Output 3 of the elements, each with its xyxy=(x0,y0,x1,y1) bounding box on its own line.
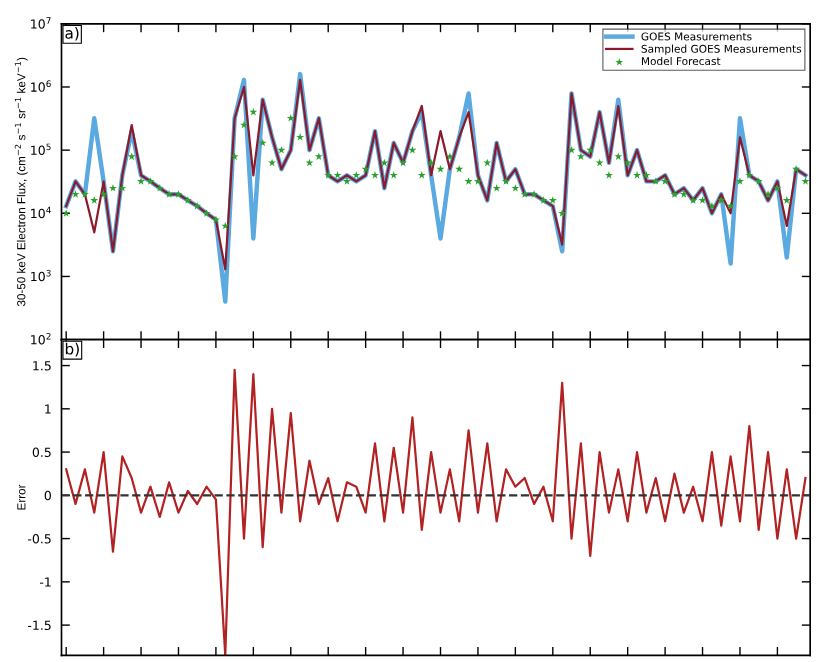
line-series xyxy=(63,71,808,304)
line-series xyxy=(65,78,807,271)
line-series xyxy=(65,368,807,656)
